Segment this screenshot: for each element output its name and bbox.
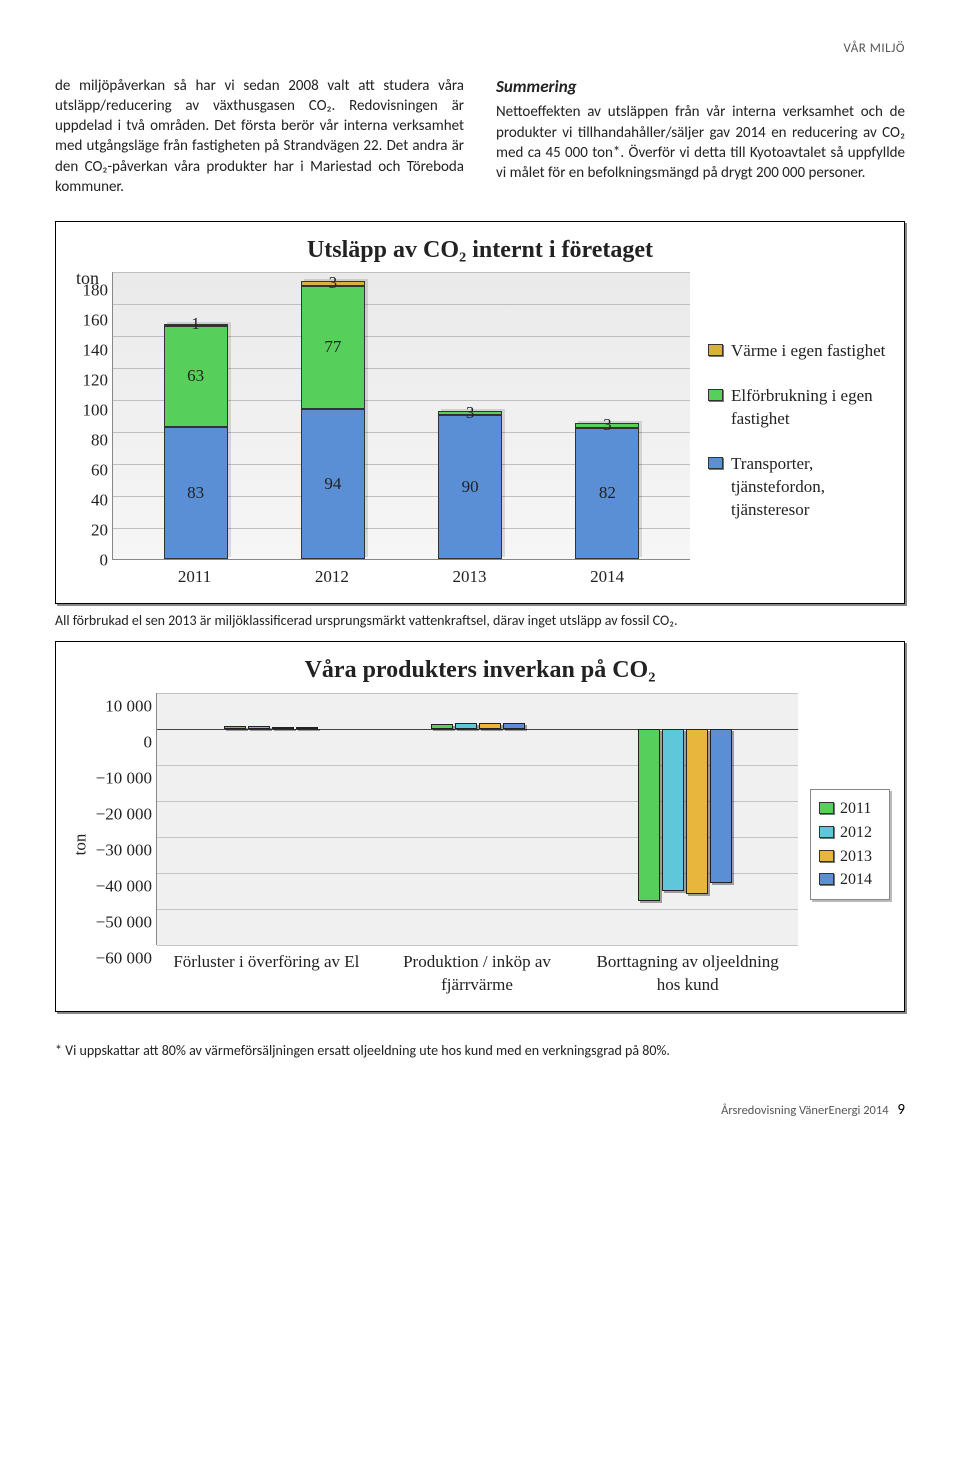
- legend-label: Värme i egen fastighet: [731, 340, 885, 363]
- chart1-segment: 82: [575, 428, 639, 559]
- intro-left: de miljöpåverkan så har vi sedan 2008 va…: [55, 76, 464, 198]
- chart2-legend-item: 2013: [819, 846, 881, 868]
- chart2-ytick: 0: [144, 731, 153, 754]
- chart1-plot-area: 8363194773903823: [112, 272, 690, 560]
- legend-swatch: [819, 802, 834, 814]
- chart1-xlabel: 2012: [315, 566, 349, 589]
- chart1-segment: 94: [301, 409, 365, 559]
- chart2-title: Våra produkters inverkan på CO₂: [70, 654, 890, 686]
- chart1-bar: 83631: [164, 324, 228, 560]
- legend-label: 2014: [840, 869, 872, 891]
- chart1-segment: 3: [301, 281, 365, 286]
- chart2-ytick: −60 000: [96, 947, 152, 970]
- chart2-ytick: −50 000: [96, 911, 152, 934]
- chart2-legend: 2011201220132014: [810, 789, 890, 899]
- legend-label: 2011: [840, 798, 871, 820]
- chart2-bar: [503, 723, 525, 729]
- page-footer: Årsredovisning VänerEnergi 2014 9: [55, 1100, 905, 1120]
- chart2-group: [221, 693, 321, 945]
- chart1-segment: 63: [164, 326, 228, 427]
- chart2-bar: [455, 723, 477, 728]
- chart2-bar: [431, 724, 453, 728]
- chart2-bar: [248, 726, 270, 729]
- chart2-plot-area: [156, 693, 798, 945]
- legend-label: Transporter, tjänstefordon, tjänsteresor: [731, 453, 890, 522]
- chart2-ytick: −20 000: [96, 803, 152, 826]
- chart2-legend-item: 2011: [819, 798, 881, 820]
- chart2-xlabel: Borttagning av oljeeldning hos kund: [587, 951, 788, 997]
- chart2-legend-item: 2014: [819, 869, 881, 891]
- chart2-container: Våra produkters inverkan på CO₂ ton 10 0…: [55, 641, 905, 1011]
- chart2-xlabel: Förluster i överföring av El: [166, 951, 367, 997]
- chart2-bar: [479, 723, 501, 729]
- chart1-legend-item: Värme i egen fastighet: [708, 340, 890, 363]
- legend-swatch: [708, 344, 723, 356]
- chart1-y-ticks: 180160140120100806040200: [70, 290, 112, 560]
- chart1-ytick: 120: [83, 369, 109, 392]
- legend-label: 2013: [840, 846, 872, 868]
- chart1-ytick: 40: [91, 489, 108, 512]
- chart2-ytick: −40 000: [96, 875, 152, 898]
- chart1-segment: 3: [575, 423, 639, 428]
- chart1-segment: 77: [301, 286, 365, 409]
- chart2-bar: [638, 729, 660, 902]
- chart1-ytick: 60: [91, 459, 108, 482]
- chart2-xlabel: Produktion / inköp av fjärrvärme: [377, 951, 578, 997]
- chart1-bar: 94773: [301, 281, 365, 559]
- chart2-ytick: −10 000: [96, 767, 152, 790]
- chart2-bar: [662, 729, 684, 891]
- chart1-xlabel: 2011: [178, 566, 211, 589]
- legend-label: 2012: [840, 822, 872, 844]
- chart1-legend: Värme i egen fastighet Elförbrukning i eg…: [690, 272, 890, 589]
- chart2-bar: [296, 727, 318, 729]
- legend-swatch: [819, 850, 834, 862]
- footer-text: Årsredovisning VänerEnergi 2014: [721, 1103, 888, 1118]
- chart1-x-labels: 2011 2012 2013 2014: [112, 560, 690, 589]
- chart2-x-labels: Förluster i överföring av ElProduktion /…: [156, 945, 798, 997]
- chart2-bar: [686, 729, 708, 895]
- chart1-segment: 1: [164, 324, 228, 326]
- chart1-title: Utsläpp av CO₂ internt i företaget: [70, 234, 890, 266]
- chart1-ytick: 20: [91, 519, 108, 542]
- chart1-legend-item: Transporter, tjänstefordon, tjänsteresor: [708, 453, 890, 522]
- legend-swatch: [819, 873, 834, 885]
- chart2-bar: [272, 727, 294, 729]
- chart1-ytick: 140: [83, 339, 109, 362]
- chart1-caption: All förbrukad el sen 2013 är miljöklassi…: [55, 612, 905, 631]
- chart2-y-ticks: 10 000 0 −10 000 −20 000 −30 000 −40 000 −50 0…: [92, 693, 156, 945]
- legend-swatch: [708, 457, 723, 469]
- chart1-ytick: 180: [83, 279, 109, 302]
- chart2-group: [635, 693, 735, 945]
- chart1-ytick: 100: [83, 399, 109, 422]
- footnote: * Vi uppskattar att 80% av värmeförsäljn…: [55, 1042, 905, 1061]
- chart2-ytick: −30 000: [96, 839, 152, 862]
- chart2-ytick: 10 000: [105, 695, 152, 718]
- chart1-legend-item: Elförbrukning i egen fastighet: [708, 385, 890, 431]
- chart1-container: Utsläpp av CO₂ internt i företaget ton 1…: [55, 221, 905, 604]
- chart2-y-label: ton: [70, 693, 92, 997]
- page-number: 9: [897, 1101, 905, 1119]
- chart1-ytick: 0: [100, 549, 109, 572]
- chart2-bar: [710, 729, 732, 884]
- chart1-bar: 903: [438, 411, 502, 560]
- summary-text: Nettoeffekten av utsläppen från vår inte…: [496, 102, 905, 183]
- summary-heading: Summering: [496, 76, 905, 99]
- chart2-legend-item: 2012: [819, 822, 881, 844]
- section-tag: VÅR MILJÖ: [55, 40, 905, 58]
- chart1-segment: 90: [438, 415, 502, 559]
- legend-label: Elförbrukning i egen fastighet: [731, 385, 890, 431]
- chart1-ytick: 80: [91, 429, 108, 452]
- chart1-xlabel: 2013: [453, 566, 487, 589]
- chart1-bar: 823: [575, 423, 639, 559]
- chart1-segment: 3: [438, 411, 502, 416]
- chart1-xlabel: 2014: [590, 566, 624, 589]
- chart1-segment: 83: [164, 427, 228, 560]
- chart2-group: [428, 693, 528, 945]
- chart1-ytick: 160: [83, 309, 109, 332]
- chart2-bar: [224, 726, 246, 729]
- intro-columns: de miljöpåverkan så har vi sedan 2008 va…: [55, 76, 905, 202]
- legend-swatch: [708, 389, 723, 401]
- legend-swatch: [819, 826, 834, 838]
